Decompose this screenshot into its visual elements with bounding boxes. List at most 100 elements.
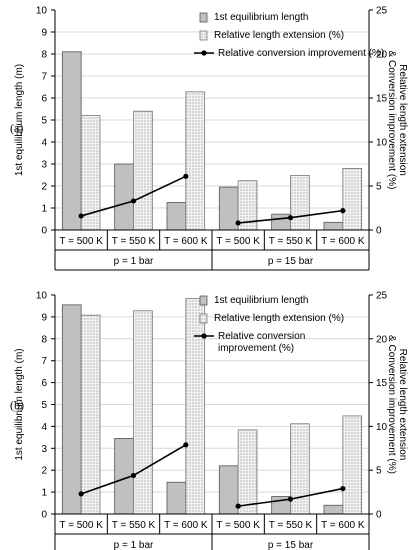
x-tick-label: T = 550 K [269,520,313,531]
legend-label: Relative conversion [218,331,305,342]
legend-swatch-dotted [199,313,208,324]
bar-equilibrium-length [218,465,239,515]
panel-label: (b) [10,398,24,412]
conversion-improvement-point [78,213,84,219]
bar-equilibrium-length [166,481,187,515]
bar-equilibrium-length [166,202,187,231]
y-tick-label: 6 [41,378,47,389]
y-tick-label: 2 [41,466,47,477]
y2-tick-label: 10 [376,422,388,433]
y-axis-label: 1st equilibrium length (m) [14,64,25,176]
bar-relative-length-extension [133,110,153,231]
group-label: p = 1 bar [114,256,154,267]
y-tick-label: 7 [41,72,47,83]
y-tick-label: 5 [41,400,47,411]
y-tick-label: 6 [41,94,47,105]
bar-equilibrium-length [218,186,239,231]
legend-swatch-gray [199,12,208,23]
y-tick-label: 9 [41,28,47,39]
y2-axis-label: Relative length extension [397,349,408,461]
y-tick-label: 0 [41,226,47,237]
panel-label: (a) [10,121,23,135]
y2-tick-label: 10 [376,138,388,149]
y2-tick-label: 15 [376,94,388,105]
legend-label: 1st equilibrium length [214,12,309,23]
x-tick-label: T = 550 K [112,236,156,247]
bar-relative-length-extension [342,167,363,231]
bar-relative-length-extension [80,314,101,515]
x-tick-label: T = 500 K [59,520,103,531]
x-tick-label: T = 500 K [216,236,260,247]
x-tick-label: T = 550 K [269,236,313,247]
y-tick-label: 4 [41,138,47,149]
conversion-improvement-point [130,472,137,479]
y-tick-label: 1 [41,204,47,215]
x-tick-label: T = 600 K [164,236,208,247]
bar-equilibrium-length [323,221,344,231]
legend-label: Relative length extension (%) [214,313,344,324]
bar-equilibrium-length [114,163,134,231]
bar-relative-length-extension [290,423,310,515]
y2-tick-label: 5 [376,466,382,477]
legend-swatch-marker [201,333,207,339]
y-tick-label: 9 [41,312,47,323]
chart-panel-a: (a) 0 1 2 3 4 5 6 7 8 9 10 0 5 10 15 20 25 T = 500 K T = 55… [10,6,408,271]
y2-tick-label: 25 [376,6,388,17]
y-tick-label: 7 [41,356,47,367]
y2-tick-label: 5 [376,182,382,193]
conversion-improvement-point [340,485,346,492]
y2-tick-label: 25 [376,291,388,302]
conversion-improvement-point [287,215,294,221]
y-tick-label: 3 [41,160,47,171]
y-tick-label: 0 [41,510,47,521]
x-tick-label: T = 600 K [164,520,208,531]
y2-tick-label: 0 [376,226,382,237]
x-tick-label: T = 600 K [321,520,365,531]
legend-label: improvement (%) [218,343,294,354]
y-tick-label: 2 [41,182,47,193]
y-tick-label: 1 [41,488,47,499]
legend-label: 1st equilibrium length [214,295,309,306]
y2-axis-label: & Conversion improvement (%) [386,335,397,474]
x-tick-label: T = 600 K [321,236,365,247]
conversion-improvement-point [183,442,189,448]
y-tick-label: 5 [41,116,47,127]
conversion-improvement-point [340,208,346,214]
y-tick-label: 8 [41,334,47,345]
conversion-improvement-point [130,198,137,204]
bar-equilibrium-length [271,213,291,231]
y2-axis-label: & Conversion improvement (%) [386,51,397,190]
y2-tick-label: 0 [376,510,382,521]
y2-tick-label: 15 [376,378,388,389]
y-tick-label: 4 [41,422,47,433]
group-label: p = 15 bar [268,256,314,267]
conversion-improvement-point [235,220,241,226]
legend-swatch-dotted [199,30,208,41]
y-tick-label: 3 [41,444,47,455]
x-tick-label: T = 500 K [59,236,103,247]
bar-equilibrium-length [61,304,82,515]
y-axis-label: 1st equilibrium length (m) [14,348,25,460]
bar-relative-length-extension [133,310,153,515]
y-tick-label: 10 [36,291,48,302]
group-label: p = 15 bar [268,540,314,550]
bar-relative-length-extension [185,298,206,515]
legend-swatch-marker [201,50,207,56]
y-tick-label: 10 [36,6,48,17]
conversion-improvement-point [78,491,84,497]
x-tick-label: T = 500 K [216,520,260,531]
y2-tick-label: 20 [376,50,388,61]
bar-relative-length-extension [342,415,363,515]
chart-panel-b: (b) 0 1 2 3 4 5 6 7 8 9 10 0 5 10 15 20 25 T = 500 K T = 55… [10,291,408,550]
legend-label: Relative conversion improvement (%) [218,48,384,59]
bar-equilibrium-length [61,51,82,231]
y2-tick-label: 20 [376,334,388,345]
bar-relative-length-extension [237,429,258,515]
conversion-improvement-point [287,496,294,502]
conversion-improvement-point [235,503,241,509]
legend-swatch-gray [199,295,208,306]
legend-label: Relative length extension (%) [214,30,344,41]
bar-relative-length-extension [290,175,310,231]
bar-relative-length-extension [185,91,206,231]
conversion-improvement-point [183,173,189,179]
